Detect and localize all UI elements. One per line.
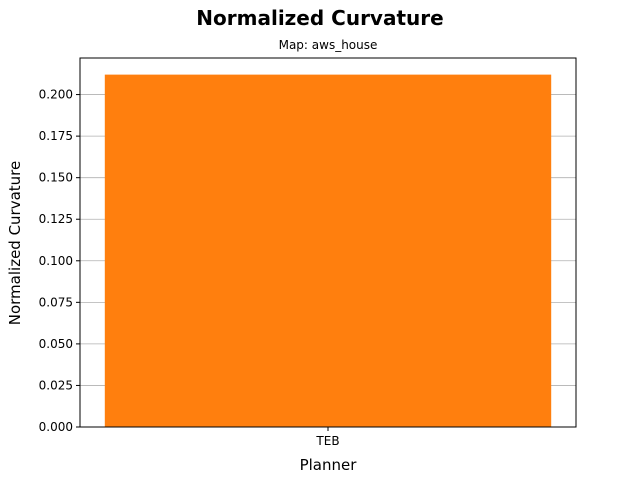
y-tick-label: 0.025 [39,378,73,392]
y-tick-label: 0.050 [39,337,73,351]
x-tick-label: TEB [315,434,339,448]
x-axis-ticks: TEB [315,427,340,448]
chart-subtitle: Map: aws_house [279,38,378,52]
y-tick-label: 0.125 [39,212,73,226]
x-axis-label: Planner [300,456,358,474]
y-tick-label: 0.100 [39,254,73,268]
y-axis-ticks: 0.000 0.025 0.050 0.075 0.100 0.125 0.150 0.175… [39,88,80,434]
y-axis-label: Normalized Curvature [6,161,24,326]
bars [104,74,552,428]
y-tick-label: 0.075 [39,295,73,309]
y-tick-label: 0.150 [39,171,73,185]
y-tick-label: 0.200 [39,88,73,102]
y-tick-label: 0.175 [39,129,73,143]
chart-title: Normalized Curvature [196,6,443,30]
y-tick-label: 0.000 [39,420,73,434]
bar [104,74,552,428]
